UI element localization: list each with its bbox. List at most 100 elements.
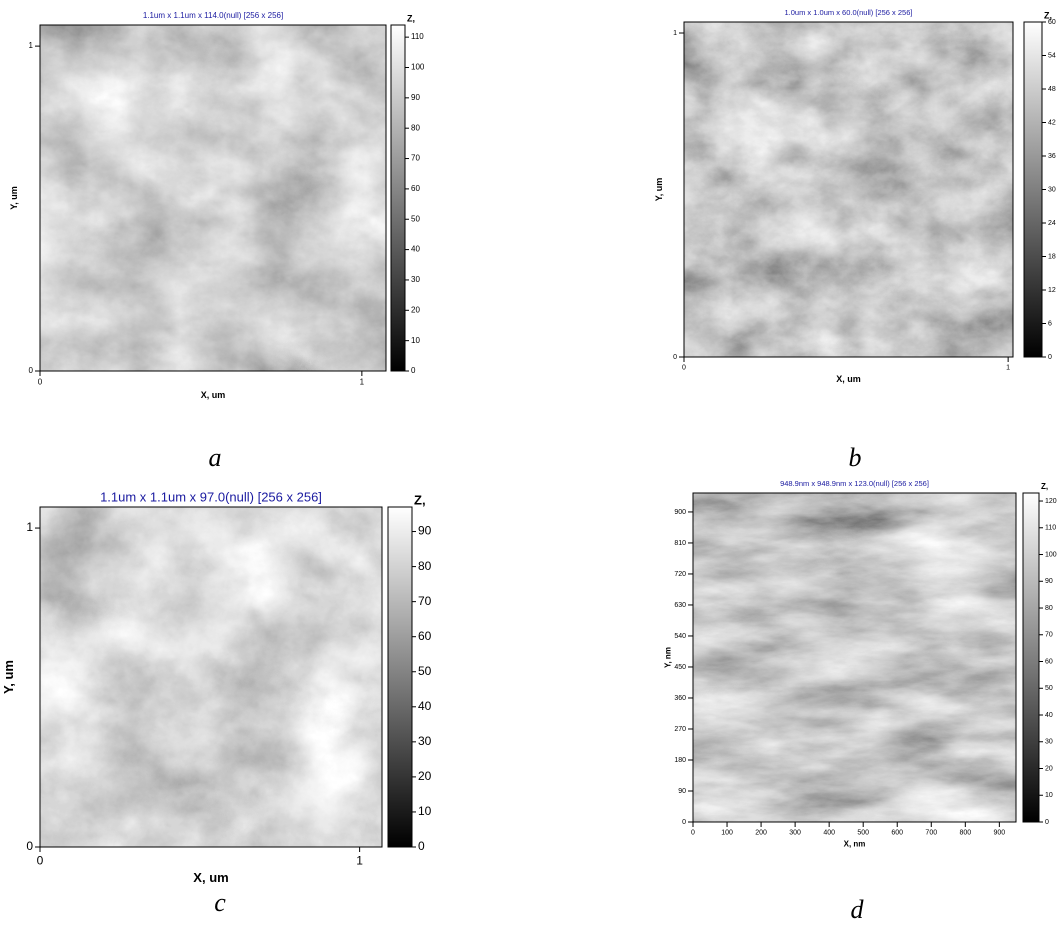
colorbar-tick-label: 36 <box>1048 153 1056 160</box>
colorbar-tick-label: 100 <box>411 63 425 72</box>
colorbar-tick-label: 10 <box>418 804 432 818</box>
x-tick-label: 100 <box>721 830 733 837</box>
colorbar-tick-label: 110 <box>1045 525 1056 532</box>
x-tick-label: 500 <box>857 830 869 837</box>
colorbar-tick-label: 12 <box>1048 287 1056 294</box>
colorbar-tick-label: 30 <box>418 734 432 748</box>
colorbar-tick-label: 90 <box>418 524 432 538</box>
colorbar-tick-label: 54 <box>1048 52 1056 59</box>
panel-title: 1.0um x 1.0um x 60.0(null) [256 x 256] <box>785 8 913 17</box>
y-tick-label: 360 <box>674 695 686 702</box>
y-tick-label: 0 <box>673 354 677 361</box>
colorbar-tick-label: 90 <box>1045 578 1053 585</box>
colorbar-tick-label: 120 <box>1045 498 1057 505</box>
panel-title: 948.9nm x 948.9nm x 123.0(null) [256 x 2… <box>780 479 929 488</box>
y-tick-label: 900 <box>674 509 686 516</box>
colorbar <box>1024 22 1042 357</box>
x-tick-label: 1 <box>356 854 363 868</box>
colorbar-tick-label: 60 <box>411 184 420 193</box>
figure: 1.1um x 1.1um x 114.0(null) [256 x 256] 0… <box>0 0 1058 929</box>
colorbar-tick-label: 18 <box>1048 253 1056 260</box>
panel-caption: d <box>851 895 865 924</box>
x-tick-label: 700 <box>925 830 937 837</box>
x-axis-label: X, um <box>201 390 226 400</box>
y-tick-label: 0 <box>682 819 686 826</box>
y-tick-label: 720 <box>674 571 686 578</box>
colorbar-tick-label: 70 <box>411 154 420 163</box>
colorbar-tick-label: 50 <box>411 214 420 223</box>
colorbar <box>1023 493 1039 822</box>
x-tick-label: 400 <box>823 830 835 837</box>
panel-caption: a <box>209 443 222 472</box>
y-tick-label: 1 <box>29 41 34 50</box>
colorbar-tick-label: 20 <box>1045 765 1053 772</box>
colorbar-tick-label: 30 <box>411 275 420 284</box>
y-axis-label: Y, nm <box>664 647 673 668</box>
x-tick-label: 0 <box>691 830 695 837</box>
colorbar-label: Z, <box>407 13 415 23</box>
colorbar-tick-label: 40 <box>418 699 432 713</box>
colorbar-tick-label: 10 <box>1045 792 1053 799</box>
y-tick-label: 540 <box>674 633 686 640</box>
y-tick-label: 0 <box>26 839 33 853</box>
colorbar-tick-label: 30 <box>1048 186 1056 193</box>
panel-caption: c <box>214 888 226 917</box>
y-tick-label: 450 <box>674 664 686 671</box>
colorbar <box>391 25 405 371</box>
colorbar-tick-label: 24 <box>1048 220 1056 227</box>
x-tick-label: 0 <box>38 378 43 387</box>
colorbar-label: Z, <box>1041 482 1048 491</box>
panel-caption: b <box>849 443 862 472</box>
colorbar-tick-label: 60 <box>418 629 432 643</box>
colorbar-tick-label: 0 <box>1045 819 1049 826</box>
colorbar-tick-label: 60 <box>1045 658 1053 665</box>
y-tick-label: 180 <box>674 757 686 764</box>
y-tick-label: 1 <box>26 520 33 534</box>
colorbar-tick-label: 70 <box>418 594 432 608</box>
panel-title: 1.1um x 1.1um x 97.0(null) [256 x 256] <box>100 489 322 504</box>
colorbar-tick-label: 40 <box>411 245 420 254</box>
y-tick-label: 810 <box>674 540 686 547</box>
x-tick-label: 600 <box>891 830 903 837</box>
colorbar-tick-label: 50 <box>418 664 432 678</box>
colorbar-tick-label: 42 <box>1048 119 1056 126</box>
y-axis-label: Y, um <box>9 186 19 210</box>
colorbar-tick-label: 90 <box>411 93 420 102</box>
x-tick-label: 300 <box>789 830 801 837</box>
colorbar-tick-label: 0 <box>418 839 425 853</box>
afm-image <box>40 507 382 847</box>
y-axis-label: Y, um <box>654 178 664 202</box>
colorbar-tick-label: 50 <box>1045 685 1053 692</box>
colorbar-tick-label: 0 <box>411 366 416 375</box>
afm-image <box>684 22 1013 357</box>
y-tick-label: 270 <box>674 726 686 733</box>
x-tick-label: 900 <box>994 830 1006 837</box>
colorbar-tick-label: 80 <box>411 123 420 132</box>
x-axis-label: X, um <box>836 374 861 384</box>
colorbar-tick-label: 20 <box>411 305 420 314</box>
colorbar-tick-label: 110 <box>411 32 424 41</box>
colorbar-tick-label: 6 <box>1048 320 1052 327</box>
colorbar-tick-label: 0 <box>1048 354 1052 361</box>
colorbar-tick-label: 30 <box>1045 739 1053 746</box>
colorbar-tick-label: 100 <box>1045 551 1057 558</box>
colorbar-tick-label: 70 <box>1045 632 1053 639</box>
x-tick-label: 1 <box>360 378 365 387</box>
colorbar-tick-label: 10 <box>411 336 420 345</box>
afm-image <box>40 25 386 371</box>
y-tick-label: 0 <box>29 366 34 375</box>
afm-image <box>693 493 1016 822</box>
y-tick-label: 90 <box>678 788 686 795</box>
x-axis-label: X, nm <box>844 840 866 849</box>
colorbar-tick-label: 60 <box>1048 19 1056 26</box>
x-axis-label: X, um <box>193 870 228 885</box>
panel-title: 1.1um x 1.1um x 114.0(null) [256 x 256] <box>143 11 283 20</box>
colorbar-tick-label: 20 <box>418 769 432 783</box>
colorbar-tick-label: 80 <box>1045 605 1053 612</box>
y-tick-label: 1 <box>673 30 677 37</box>
colorbar-label: Z, <box>414 492 426 507</box>
y-axis-label: Y, um <box>1 660 16 694</box>
x-tick-label: 0 <box>682 365 686 372</box>
colorbar <box>388 507 412 847</box>
colorbar-tick-label: 48 <box>1048 86 1056 93</box>
